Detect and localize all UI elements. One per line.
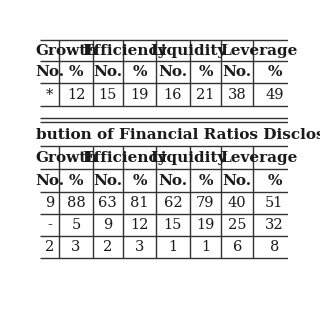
Text: 9: 9 [103, 218, 112, 232]
Text: No.: No. [158, 174, 188, 188]
Text: Liquidity: Liquidity [151, 151, 227, 165]
Text: 38: 38 [228, 88, 247, 102]
Text: No.: No. [35, 174, 64, 188]
Text: No.: No. [158, 65, 188, 79]
Text: 3: 3 [135, 240, 144, 254]
Text: 6: 6 [233, 240, 242, 254]
Text: 21: 21 [196, 88, 215, 102]
Text: 32: 32 [265, 218, 284, 232]
Text: 9: 9 [45, 196, 54, 210]
Text: %: % [132, 65, 147, 79]
Text: 19: 19 [196, 218, 215, 232]
Text: Growth: Growth [35, 151, 98, 165]
Text: 25: 25 [228, 218, 246, 232]
Text: 16: 16 [164, 88, 182, 102]
Text: %: % [198, 174, 213, 188]
Text: 51: 51 [265, 196, 284, 210]
Text: 12: 12 [67, 88, 85, 102]
Text: No.: No. [223, 174, 252, 188]
Text: Growth: Growth [35, 44, 98, 58]
Text: 81: 81 [130, 196, 149, 210]
Text: 12: 12 [131, 218, 149, 232]
Text: %: % [69, 65, 83, 79]
Text: No.: No. [223, 65, 252, 79]
Text: 1: 1 [168, 240, 178, 254]
Text: 8: 8 [270, 240, 279, 254]
Text: %: % [69, 174, 83, 188]
Text: 63: 63 [99, 196, 117, 210]
Text: %: % [267, 174, 282, 188]
Text: 5: 5 [71, 218, 81, 232]
Text: 62: 62 [164, 196, 182, 210]
Text: %: % [132, 174, 147, 188]
Text: 3: 3 [71, 240, 81, 254]
Text: 19: 19 [131, 88, 149, 102]
Text: 15: 15 [99, 88, 117, 102]
Text: Leverage: Leverage [220, 44, 297, 58]
Text: 88: 88 [67, 196, 85, 210]
Text: 2: 2 [45, 240, 54, 254]
Text: Efficiency: Efficiency [82, 151, 167, 165]
Text: No.: No. [93, 174, 122, 188]
Text: 40: 40 [228, 196, 246, 210]
Text: 49: 49 [265, 88, 284, 102]
Text: Leverage: Leverage [220, 151, 297, 165]
Text: bution of Financial Ratios Disclosure b: bution of Financial Ratios Disclosure b [36, 128, 320, 142]
Text: %: % [267, 65, 282, 79]
Text: 2: 2 [103, 240, 112, 254]
Text: Liquidity: Liquidity [151, 44, 227, 58]
Text: 79: 79 [196, 196, 215, 210]
Text: -: - [47, 218, 52, 232]
Text: No.: No. [35, 65, 64, 79]
Text: *: * [46, 88, 53, 102]
Text: No.: No. [93, 65, 122, 79]
Text: 1: 1 [201, 240, 210, 254]
Text: Efficiency: Efficiency [82, 44, 167, 58]
Text: %: % [198, 65, 213, 79]
Text: 15: 15 [164, 218, 182, 232]
